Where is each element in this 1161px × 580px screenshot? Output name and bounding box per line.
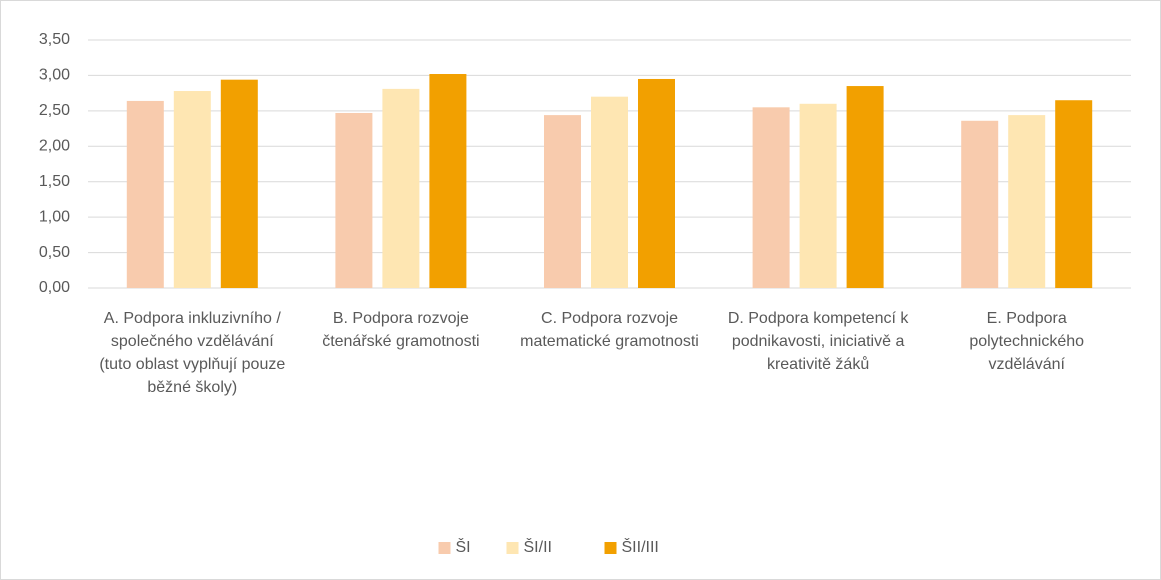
x-tick-label: A. Podpora inkluzivního / společného vzd…	[99, 310, 286, 396]
bar	[220, 79, 258, 289]
legend-label: ŠII/III	[622, 537, 659, 556]
x-tick-label: D. Podpora kompetencí k podnikavosti, in…	[727, 310, 909, 373]
bar	[752, 107, 790, 288]
bar	[544, 115, 581, 288]
y-tick-label: 1,50	[39, 173, 70, 190]
y-tick-label: 2,50	[39, 102, 70, 119]
legend-label: ŠI	[456, 537, 471, 556]
bar	[799, 103, 837, 289]
legend-label: ŠI/II	[524, 537, 552, 556]
y-tick-label: 3,50	[39, 31, 70, 48]
bar	[846, 86, 884, 288]
y-tick-label: 3,00	[39, 67, 70, 84]
bar	[126, 100, 164, 289]
y-tick-label: 0,50	[39, 244, 70, 261]
y-tick-label: 0,00	[39, 279, 70, 296]
bar	[961, 120, 999, 288]
bar	[429, 74, 467, 288]
bar	[591, 96, 628, 288]
bar	[1055, 100, 1093, 288]
bar	[1008, 115, 1046, 288]
bar	[638, 78, 675, 288]
legend-swatch	[604, 542, 617, 554]
y-tick-label: 1,00	[39, 208, 70, 225]
bar	[335, 112, 373, 289]
y-tick-label: 2,00	[39, 138, 70, 155]
x-tick-label: E. Podpora polytechnického vzdělávání	[969, 310, 1085, 373]
bar	[173, 91, 211, 288]
legend-swatch	[438, 542, 451, 554]
x-tick-label: B. Podpora rozvoje čtenářské gramotnosti	[322, 310, 480, 350]
x-tick-label: C. Podpora rozvoje matematické gramotnos…	[520, 310, 699, 350]
legend-swatch	[506, 542, 519, 554]
bar	[382, 88, 420, 289]
